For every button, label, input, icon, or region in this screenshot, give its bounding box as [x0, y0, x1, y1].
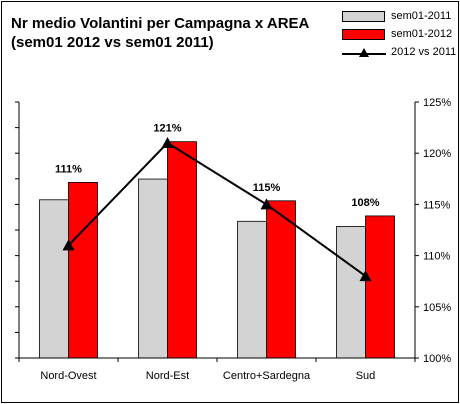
- legend: sem01-2011 sem01-2012 2012 vs 2011: [338, 8, 456, 62]
- bar-sem01-2012-sud: [365, 215, 395, 359]
- bar-sem01-2012-nord-ovest: [68, 181, 98, 359]
- data-label-nord-est: 121%: [153, 123, 181, 135]
- right-axis-tick-label-2: 110%: [423, 251, 451, 263]
- chart-title-line-2: (sem01 2012 vs sem01 2011): [11, 34, 214, 51]
- chart-title-line-1: Nr medio Volantini per Campagna x AREA: [11, 15, 310, 32]
- x-tick-label-nord-ovest: Nord-Ovest: [40, 370, 96, 382]
- point-2012-vs-2011-nord-ovest: [62, 239, 75, 251]
- point-2012-vs-2011-nord-est: [161, 136, 174, 148]
- data-label-sud: 108%: [351, 197, 379, 209]
- point-2012-vs-2011-sud: [359, 270, 372, 282]
- right-axis-tick-label-4: 120%: [423, 148, 451, 160]
- legend-label-2012-vs-2011: 2012 vs 2011: [391, 46, 457, 58]
- legend-swatch-sem01-2011: [342, 11, 385, 22]
- legend-swatch-sem01-2012: [342, 29, 385, 40]
- legend-item-sem01-2012: sem01-2012: [338, 26, 456, 44]
- line-2012-vs-2011: [67, 141, 367, 277]
- legend-label-sem01-2011: sem01-2011: [391, 10, 452, 22]
- data-label-centro-sardegna: 115%: [253, 182, 281, 194]
- right-axis-tick-label-3: 115%: [423, 199, 451, 211]
- bar-sem01-2011-nord-est: [138, 178, 168, 359]
- right-axis-tick-label-5: 125%: [423, 97, 451, 109]
- right-axis-tick-label-0: 100%: [423, 353, 451, 365]
- x-tick-label-sud: Sud: [356, 370, 376, 382]
- chart-title: Nr medio Volantini per Campagna x AREA (…: [11, 14, 309, 52]
- bar-sem01-2011-sud: [336, 226, 366, 359]
- bar-sem01-2011-centro-sardegna: [237, 220, 267, 359]
- legend-label-sem01-2012: sem01-2012: [391, 28, 453, 40]
- right-axis-tick-label-1: 105%: [423, 302, 451, 314]
- x-tick-label-centro-sardegna: Centro+Sardegna: [223, 370, 311, 382]
- legend-line-marker-icon: [342, 48, 386, 57]
- point-2012-vs-2011-centro-sardegna: [260, 198, 273, 210]
- legend-item-sem01-2011: sem01-2011: [338, 8, 456, 26]
- data-label-nord-ovest: 111%: [55, 163, 82, 175]
- legend-item-2012-vs-2011: 2012 vs 2011: [338, 44, 456, 62]
- x-tick-label-nord-est: Nord-Est: [146, 370, 189, 382]
- bar-sem01-2012-nord-est: [167, 141, 197, 359]
- bar-sem01-2011-nord-ovest: [39, 199, 69, 359]
- bar-sem01-2012-centro-sardegna: [266, 200, 296, 359]
